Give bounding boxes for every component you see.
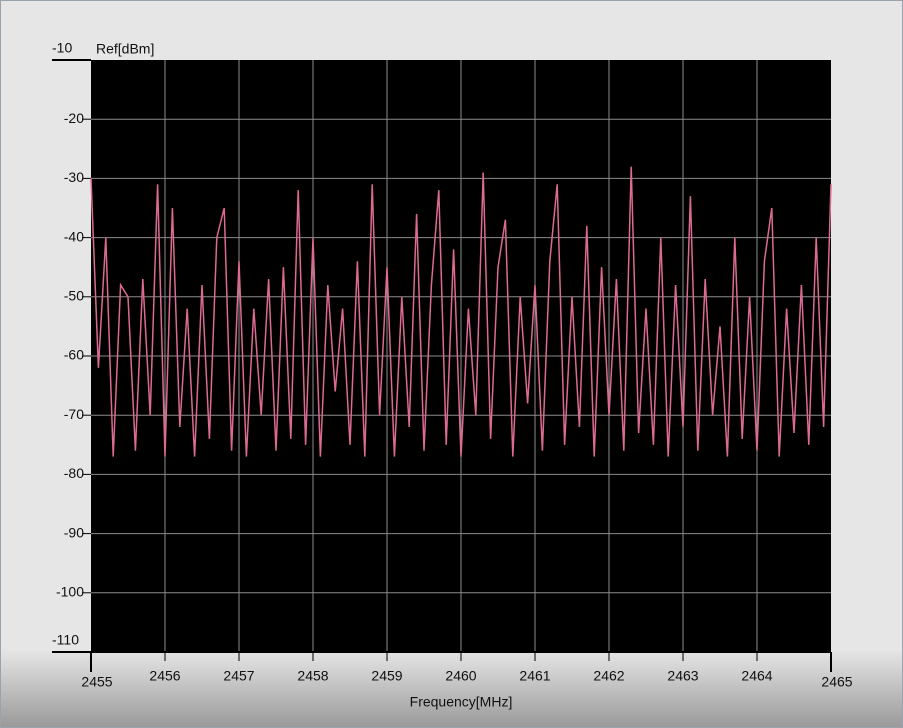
x-tick-label: 2455 xyxy=(81,674,112,690)
y-tick-label: -80 xyxy=(64,465,84,481)
y-tick-label: -90 xyxy=(64,524,84,540)
x-tick-label: 2463 xyxy=(667,668,698,684)
y-tick-label: -50 xyxy=(64,288,84,304)
x-tick-label: 2464 xyxy=(741,668,772,684)
x-tick-label: 2458 xyxy=(297,668,328,684)
spectrum-line xyxy=(90,166,832,457)
x-tick-label: 2461 xyxy=(519,668,550,684)
x-axis-label: Frequency[MHz] xyxy=(410,694,513,710)
panel-footer xyxy=(1,650,902,727)
x-tick-label: 2462 xyxy=(593,668,624,684)
x-tick-label: 2456 xyxy=(149,668,180,684)
y-axis-label: Ref[dBm] xyxy=(96,41,154,57)
y-tick-label: -40 xyxy=(64,228,84,244)
y-tick-label: -70 xyxy=(64,406,84,422)
x-tick-label: 2465 xyxy=(821,674,852,690)
y-tick-label: -60 xyxy=(64,347,84,363)
y-tick-label: -110 xyxy=(52,632,79,648)
y-tick-label: -100 xyxy=(56,584,84,600)
x-tick-label: 2457 xyxy=(223,668,254,684)
y-tick-label: -10 xyxy=(52,40,72,56)
x-tick-label: 2459 xyxy=(371,668,402,684)
y-tick-label: -20 xyxy=(64,110,84,126)
x-tick-label: 2460 xyxy=(445,668,476,684)
y-tick-label: -30 xyxy=(64,169,84,185)
